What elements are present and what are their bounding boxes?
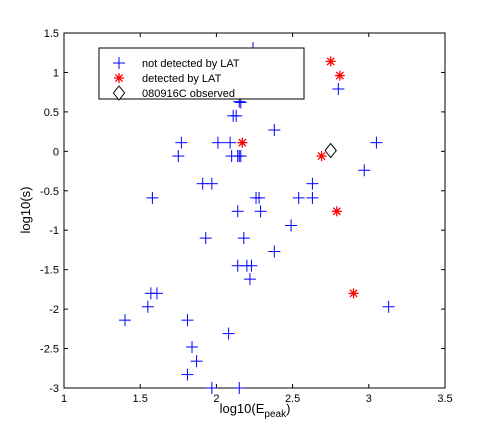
legend-marker-diamond xyxy=(112,85,126,101)
data-point-plus xyxy=(222,327,235,340)
y-axis-title: log10(s) xyxy=(18,187,33,234)
data-point-plus xyxy=(306,177,319,190)
data-point-plus xyxy=(332,83,345,96)
data-point-plus xyxy=(382,300,395,313)
x-tick-label: 1 xyxy=(61,393,67,405)
data-point-plus xyxy=(237,232,250,245)
x-tick-label: 2.5 xyxy=(285,393,300,405)
data-point-plus xyxy=(211,136,224,149)
x-tick-label: 3 xyxy=(366,393,372,405)
y-tick-label: -2 xyxy=(49,304,59,316)
data-point-plus xyxy=(175,136,188,149)
y-tick-label: -2.5 xyxy=(40,344,59,356)
axis-ticks: 1 1.5 2 2.5 3 3.5 -3 -2.5 -2 -1.5 -1 -0.5 0 0.5 1 1.5 xyxy=(40,28,453,405)
data-point-asterisk xyxy=(334,70,345,81)
data-point-plus xyxy=(292,191,305,204)
legend: not detected by LAT detected by LAT 080916… xyxy=(98,47,305,101)
data-point-plus xyxy=(205,382,218,394)
data-point-diamond xyxy=(324,142,337,159)
data-point-plus xyxy=(181,314,194,327)
data-point-plus xyxy=(268,245,281,258)
data-point-plus xyxy=(186,340,199,353)
data-point-asterisk xyxy=(348,288,359,299)
data-point-plus xyxy=(243,273,256,286)
y-tick-label: 0 xyxy=(53,146,59,158)
data-points xyxy=(118,41,395,394)
data-point-plus xyxy=(172,150,185,163)
legend-box xyxy=(98,47,305,100)
data-point-plus xyxy=(234,150,247,163)
data-point-plus xyxy=(146,191,159,204)
legend-label: detected by LAT xyxy=(142,73,222,85)
x-tick-label: 1.5 xyxy=(133,393,148,405)
data-point-plus xyxy=(190,355,203,368)
data-point-plus xyxy=(358,164,371,177)
data-point-plus xyxy=(370,136,383,149)
legend-label: not detected by LAT xyxy=(142,58,240,70)
data-point-plus xyxy=(224,136,237,149)
x-axis-title: log10(Epeak) xyxy=(220,401,291,420)
data-point-plus xyxy=(141,300,154,313)
data-point-plus xyxy=(199,232,212,245)
data-point-plus xyxy=(118,314,131,327)
data-point-plus xyxy=(268,124,281,137)
y-tick-label: -0.5 xyxy=(40,186,59,198)
data-point-plus xyxy=(233,382,246,394)
data-point-plus xyxy=(205,177,218,190)
legend-marker-asterisk xyxy=(114,73,124,83)
y-tick-label: -3 xyxy=(49,383,59,395)
data-point-plus xyxy=(181,368,194,381)
y-tick-label: 1.5 xyxy=(44,28,59,40)
legend-marker-plus xyxy=(113,57,125,69)
data-point-plus xyxy=(245,259,258,272)
data-point-plus xyxy=(254,205,267,218)
y-tick-label: -1 xyxy=(49,225,59,237)
data-point-asterisk xyxy=(316,151,327,162)
x-tick-label: 2 xyxy=(213,393,219,405)
data-point-asterisk xyxy=(237,137,248,148)
data-point-plus xyxy=(253,191,266,204)
data-point-plus xyxy=(285,219,298,232)
data-point-plus xyxy=(231,205,244,218)
data-point-plus xyxy=(306,191,319,204)
data-point-plus xyxy=(230,109,243,122)
data-point-asterisk xyxy=(325,56,336,67)
y-tick-label: 0.5 xyxy=(44,107,59,119)
data-point-plus xyxy=(150,287,163,300)
y-tick-label: 1 xyxy=(53,67,59,79)
data-point-asterisk xyxy=(331,206,342,217)
y-tick-label: -1.5 xyxy=(40,265,59,277)
legend-label: 080916C observed xyxy=(142,88,235,100)
x-tick-label: 3.5 xyxy=(437,393,452,405)
